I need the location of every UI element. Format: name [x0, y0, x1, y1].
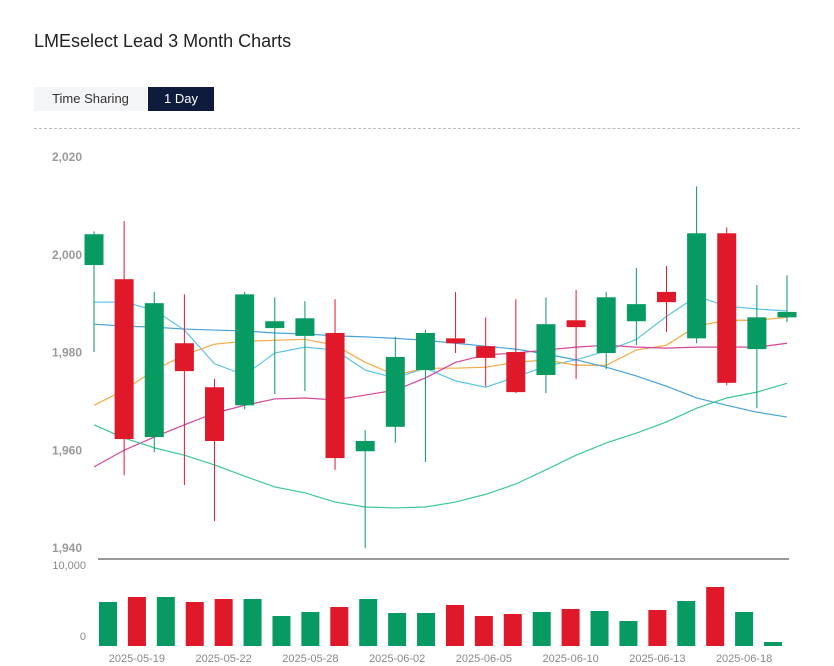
candle-body	[325, 332, 345, 459]
candle-body	[84, 234, 104, 266]
candle-body	[355, 440, 375, 452]
candle-body	[114, 279, 134, 440]
candle-body	[476, 346, 496, 358]
volume-bar	[359, 599, 378, 646]
candle-body	[777, 311, 797, 318]
candle-body	[385, 356, 405, 427]
volume-bar	[301, 612, 320, 646]
moving-average-line	[93, 342, 788, 468]
volume-bar	[764, 642, 782, 646]
volume-bar	[590, 611, 609, 646]
candle-body	[656, 291, 676, 303]
volume-bar	[532, 612, 551, 646]
volume-bar	[503, 614, 522, 646]
candle-body	[566, 320, 586, 328]
volume-bar	[706, 587, 725, 646]
x-tick-label: 2025-06-05	[456, 653, 512, 665]
volume-bar	[99, 602, 117, 646]
x-tick-label: 2025-05-28	[282, 653, 338, 665]
tab[interactable]: 1 Day	[148, 87, 214, 111]
candle-body	[144, 303, 164, 438]
volume-bar	[445, 605, 464, 646]
volume-bar	[214, 599, 233, 646]
moving-average-line	[93, 316, 788, 406]
candle-body	[205, 387, 225, 441]
volume-bar	[474, 616, 493, 646]
page-title: LMEselect Lead 3 Month Charts	[34, 31, 292, 51]
volume-bar	[677, 601, 696, 646]
x-tick-label: 2025-06-10	[542, 653, 598, 665]
x-tick-label: 2025-06-02	[369, 653, 425, 665]
volume-bar	[156, 597, 175, 646]
x-tick-label: 2025-06-18	[716, 653, 772, 665]
y-tick-label: 1,940	[52, 541, 82, 555]
volume-bar	[272, 616, 291, 646]
volume-bar	[417, 613, 436, 646]
x-tick-label: 2025-05-19	[109, 653, 165, 665]
x-tick-label: 2025-06-13	[629, 653, 685, 665]
candle-body	[235, 294, 255, 406]
volume-bar	[330, 607, 349, 646]
y-tick-label: 2,000	[52, 248, 82, 262]
moving-average-line	[94, 295, 788, 388]
volume-bar	[648, 610, 667, 646]
divider	[34, 128, 800, 129]
volume-bar	[388, 613, 407, 646]
candle-body	[506, 352, 526, 393]
candle-body	[174, 343, 194, 372]
volume-bar	[127, 597, 146, 646]
candle-body	[747, 317, 767, 350]
candle-body	[687, 233, 707, 339]
volume-bar	[185, 602, 204, 646]
tab[interactable]: Time Sharing	[34, 87, 147, 111]
moving-average-line	[93, 323, 788, 418]
y-tick-label: 1,980	[52, 346, 82, 360]
candle-body	[536, 324, 556, 376]
moving-average-line	[93, 382, 788, 509]
volume-tick-label: 10,000	[52, 560, 86, 572]
candle-body	[295, 318, 315, 336]
y-tick-label: 1,960	[52, 443, 82, 457]
volume-bar	[619, 621, 638, 646]
x-tick-label: 2025-05-22	[196, 653, 252, 665]
volume-bar	[735, 612, 754, 646]
candle-body	[626, 304, 646, 322]
volume-tick-label: 0	[80, 631, 86, 643]
candle-body	[596, 297, 616, 354]
volume-bar	[243, 599, 262, 646]
volume-bar	[561, 609, 580, 646]
candle-body	[415, 332, 435, 371]
y-tick-label: 2,020	[52, 150, 82, 164]
candle-body	[265, 321, 285, 329]
candle-body	[717, 233, 737, 383]
candle-body	[446, 338, 466, 344]
